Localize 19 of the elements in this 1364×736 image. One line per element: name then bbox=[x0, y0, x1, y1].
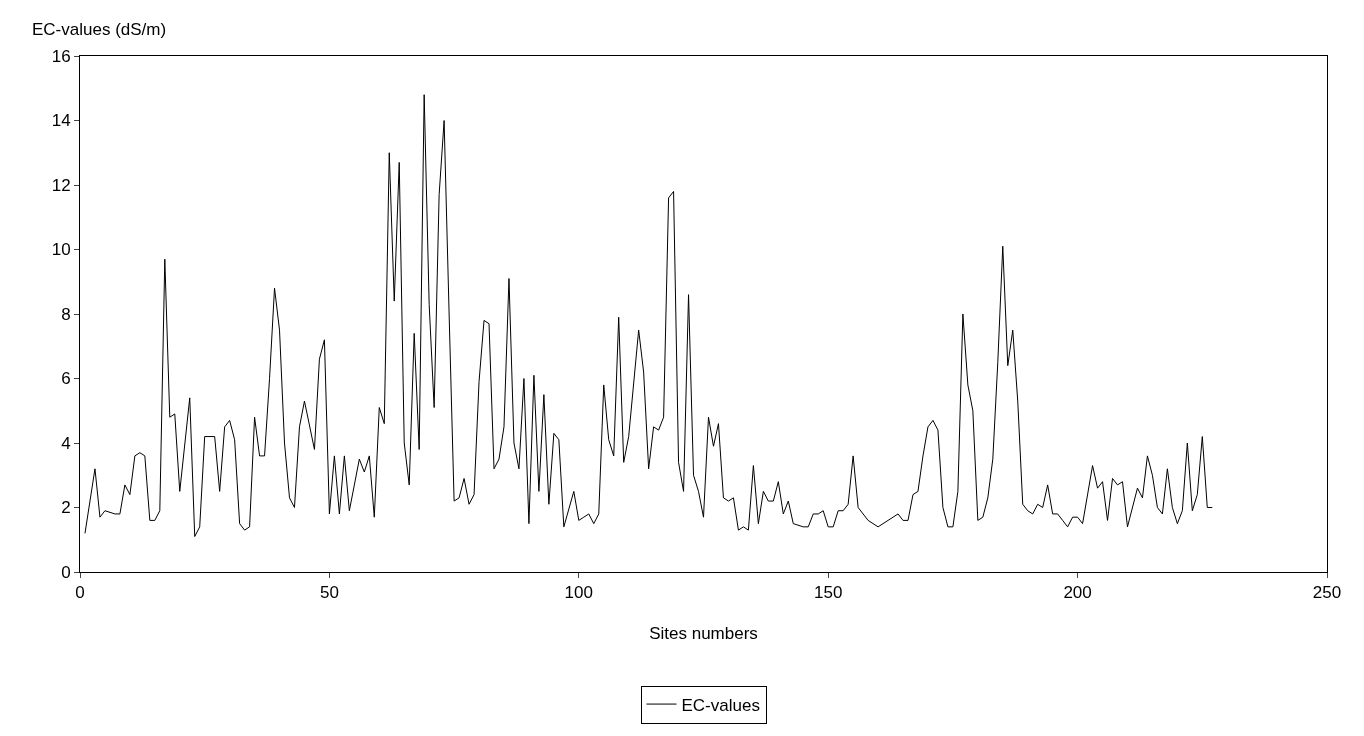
y-tick-label: 6 bbox=[61, 369, 71, 389]
y-tick-label: 10 bbox=[51, 240, 71, 260]
legend-label: EC-values bbox=[681, 695, 760, 715]
y-tick-label: 8 bbox=[61, 304, 71, 324]
y-tick-label: 16 bbox=[51, 46, 71, 66]
x-axis-title: Sites numbers bbox=[649, 623, 758, 643]
x-tick-label: 50 bbox=[319, 583, 339, 603]
y-tick-label: 14 bbox=[51, 111, 71, 131]
x-tick-label: 100 bbox=[564, 583, 593, 603]
x-tick-label: 0 bbox=[75, 583, 85, 603]
y-axis-title: EC-values (dS/m) bbox=[32, 20, 167, 39]
line-series bbox=[84, 94, 1213, 538]
x-tick-label: 250 bbox=[1312, 583, 1342, 603]
x-tick-label: 150 bbox=[814, 583, 843, 603]
y-tick-label: 4 bbox=[61, 433, 71, 453]
y-tick-label: 0 bbox=[61, 562, 71, 582]
y-tick-label: 2 bbox=[61, 498, 71, 518]
x-tick-label: 200 bbox=[1063, 583, 1092, 603]
y-tick-label: 12 bbox=[51, 175, 71, 195]
